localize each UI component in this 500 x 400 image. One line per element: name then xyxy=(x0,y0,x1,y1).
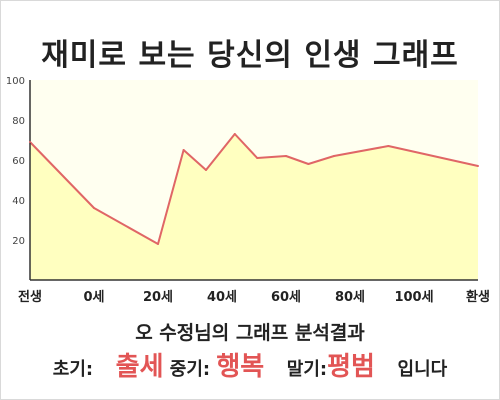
x-tick-label: 40세 xyxy=(207,290,237,305)
data-point xyxy=(205,169,207,171)
y-tick-label: 100 xyxy=(6,76,25,87)
x-tick-label: 20세 xyxy=(143,290,173,305)
x-tick-label: 전생 xyxy=(18,289,42,305)
y-tick-label: 40 xyxy=(12,196,25,207)
data-point xyxy=(29,141,31,143)
data-point xyxy=(333,155,335,157)
data-point xyxy=(256,157,259,159)
x-axis-ticks: 전생 0세 20세 40세 60세 80세 100세 환생 xyxy=(18,289,490,305)
data-point xyxy=(93,207,95,209)
x-tick-label: 0세 xyxy=(83,290,104,305)
x-tick-label: 80세 xyxy=(335,290,365,305)
life-line xyxy=(29,133,479,245)
life-graph-chart: 20 40 60 80 100 전생 0세 20세 40세 60세 80세 100세 환생 xyxy=(6,76,490,305)
late-value: 평범 xyxy=(327,352,375,382)
y-tick-label: 20 xyxy=(12,236,25,247)
data-point xyxy=(285,155,287,157)
analysis-result: 초기: 출세 중기: 행복 말기:평범 입니다 xyxy=(0,346,500,383)
y-tick-label: 80 xyxy=(12,116,25,127)
middle-label: 중기: xyxy=(169,359,211,380)
data-point xyxy=(307,163,310,165)
x-tick-label: 100세 xyxy=(394,290,433,305)
data-point xyxy=(477,165,479,167)
data-point xyxy=(182,149,185,151)
ending-text: 입니다 xyxy=(397,359,448,380)
chart-title: 재미로 보는 당신의 인생 그래프 xyxy=(41,38,459,73)
x-tick-label: 60세 xyxy=(271,290,301,305)
data-point xyxy=(387,145,390,147)
y-tick-label: 60 xyxy=(12,156,25,167)
x-tick-label: 환생 xyxy=(466,289,490,305)
early-value: 출세 xyxy=(115,352,164,382)
late-label: 말기: xyxy=(286,359,328,380)
early-label: 초기: xyxy=(52,359,94,380)
middle-value: 행복 xyxy=(216,352,265,382)
data-point xyxy=(157,243,159,245)
analysis-summary: 오 수정님의 그래프 분석결과 xyxy=(135,322,365,344)
y-axis-ticks: 20 40 60 80 100 xyxy=(6,76,25,247)
life-area-fill xyxy=(30,134,478,280)
data-point xyxy=(233,133,236,135)
